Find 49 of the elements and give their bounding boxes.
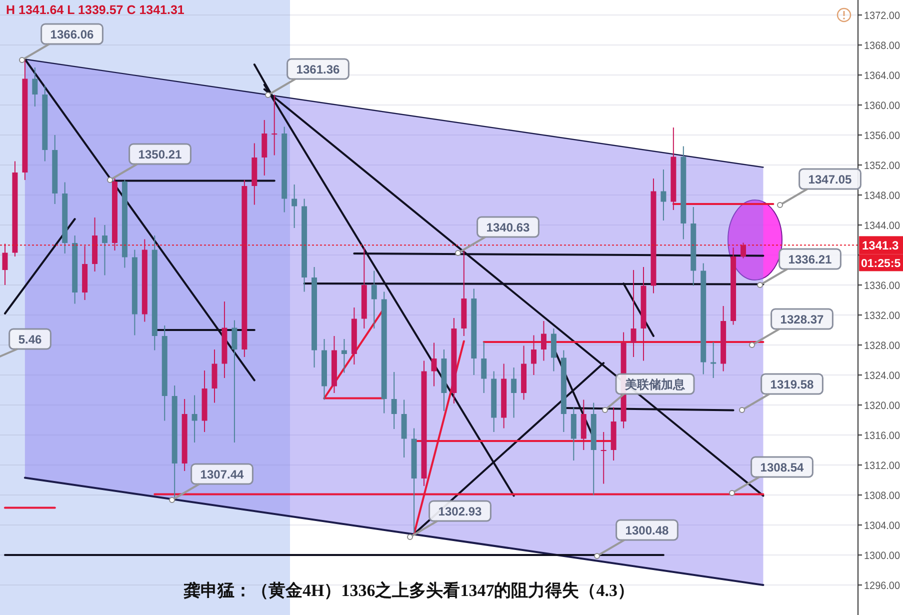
annotation: 1319.58	[770, 378, 814, 392]
note: 1361.36	[265, 58, 350, 98]
ref-line-label: 1341.3	[862, 238, 900, 253]
y-tick-label: 1304.00	[864, 520, 902, 532]
y-tick-label: 1364.00	[864, 70, 902, 82]
annotation: 1308.54	[760, 460, 804, 474]
y-tick-label: 1360.00	[864, 100, 902, 112]
y-tick-label: 1324.00	[864, 370, 902, 382]
annotation: 1302.93	[438, 504, 482, 518]
annotation: 1347.05	[808, 172, 852, 186]
note: 1319.58	[739, 373, 824, 413]
note: 1328.37	[749, 308, 834, 348]
y-tick-label: 1312.00	[864, 460, 902, 472]
y-tick-label: 1336.00	[864, 280, 902, 292]
y-tick-label: 1368.00	[864, 40, 902, 52]
y-tick-label: 1328.00	[864, 340, 902, 352]
y-tick-label: 1332.00	[864, 310, 902, 322]
annotation: 1307.44	[200, 468, 244, 482]
annotation: 美联储加息	[624, 378, 686, 392]
y-tick-label: 1300.00	[864, 550, 902, 562]
y-tick-label: 1316.00	[864, 430, 902, 442]
y-tick-label: 1352.00	[864, 160, 902, 172]
annotation: H 1341.64 L 1339.57 C 1341.31	[6, 3, 184, 17]
note: 1350.21	[107, 143, 192, 183]
note: 1347.05	[777, 168, 862, 208]
text: 龚申猛：（黄金4H）1336之上多头看1347的阻力得失（4.3）	[184, 581, 634, 600]
note: 1307.44	[169, 463, 254, 503]
annotation: 1300.48	[625, 524, 670, 538]
y-tick-label: 1320.00	[864, 400, 902, 412]
y-tick-label: 1344.00	[864, 220, 902, 232]
note: 1340.63	[455, 216, 540, 256]
note: 美联储加息	[602, 373, 695, 413]
y-tick-label: 1308.00	[864, 490, 902, 502]
y-tick-label: 1372.00	[864, 10, 902, 22]
annotation: 5.46	[18, 332, 42, 346]
y-tick-label: 1356.00	[864, 130, 902, 142]
text: 01:25:5	[861, 258, 902, 270]
annotation: 1340.63	[486, 220, 530, 234]
annotation: 1350.21	[138, 148, 182, 162]
annotation: 1336.21	[788, 252, 832, 266]
annotation: 1366.06	[50, 28, 94, 42]
annotation: 1328.37	[780, 312, 824, 326]
note: 5.46	[0, 328, 52, 366]
annotation: 1361.36	[296, 62, 340, 76]
note: 1302.93	[407, 500, 492, 540]
y-tick-label: 1348.00	[864, 190, 902, 202]
y-tick-label: 1296.00	[864, 580, 902, 592]
note: 1308.54	[729, 456, 814, 496]
note: 1300.48	[594, 519, 678, 559]
